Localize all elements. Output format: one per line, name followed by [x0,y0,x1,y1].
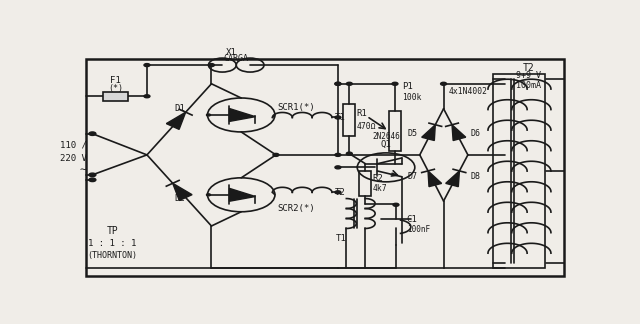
Text: D6: D6 [470,129,481,138]
Circle shape [335,82,341,85]
Text: SCR2(*): SCR2(*) [277,204,315,213]
Text: 220 V: 220 V [60,154,86,163]
Circle shape [89,178,96,181]
Text: SCR1(*): SCR1(*) [277,103,315,112]
Text: D7: D7 [407,172,417,180]
Text: D8: D8 [470,172,481,180]
Text: Q1: Q1 [381,140,392,149]
Bar [359,171,371,196]
Text: TP: TP [106,226,118,236]
Text: 4x1N4002: 4x1N4002 [449,87,488,96]
Circle shape [89,173,96,177]
Polygon shape [229,109,255,122]
Circle shape [393,203,399,206]
Text: T2: T2 [335,188,345,197]
Polygon shape [173,183,192,201]
Polygon shape [428,171,442,187]
Circle shape [335,166,341,169]
Text: T1: T1 [336,234,347,243]
Bar [493,74,545,268]
Text: D5: D5 [407,129,417,138]
Bar [86,59,564,276]
Text: C1: C1 [407,215,418,224]
Text: R1: R1 [356,109,367,118]
Text: (*): (*) [108,84,124,93]
Text: F1: F1 [110,75,121,85]
Bar [344,104,355,136]
Circle shape [335,82,341,85]
Text: X1: X1 [226,48,237,57]
Circle shape [89,132,96,135]
Circle shape [346,152,352,155]
Circle shape [335,191,341,194]
Polygon shape [452,125,466,141]
Text: D1: D1 [174,104,185,113]
Circle shape [273,153,279,156]
Circle shape [144,95,150,98]
Text: 470Ω: 470Ω [356,122,376,131]
Text: 100mA: 100mA [516,81,541,89]
Text: 110 /: 110 / [60,140,86,149]
Text: (THORNTON): (THORNTON) [87,251,137,260]
Text: CARGA: CARGA [224,54,249,63]
Text: 9+9 V: 9+9 V [516,71,541,80]
Text: 100k: 100k [403,93,422,102]
Polygon shape [229,188,255,201]
Polygon shape [166,112,186,129]
Circle shape [335,153,341,156]
Text: T2: T2 [523,63,535,73]
Circle shape [209,64,214,66]
Bar [103,92,128,101]
Text: 2N2646: 2N2646 [372,132,400,141]
Text: 1 : 1 : 1: 1 : 1 : 1 [88,239,136,248]
Text: P1: P1 [403,82,413,91]
Polygon shape [445,171,460,187]
Text: R2: R2 [372,174,383,183]
Text: T1: T1 [335,113,345,122]
Bar [389,111,401,151]
Circle shape [144,64,150,66]
Text: 100nF: 100nF [407,225,430,234]
Circle shape [346,82,352,85]
Circle shape [207,114,211,116]
Text: D2: D2 [174,194,185,203]
Text: ∼: ∼ [80,165,86,175]
Circle shape [335,116,341,119]
Polygon shape [422,125,435,141]
Text: 4k7: 4k7 [372,184,387,193]
Circle shape [207,194,211,196]
Circle shape [440,82,447,85]
Circle shape [392,82,398,85]
